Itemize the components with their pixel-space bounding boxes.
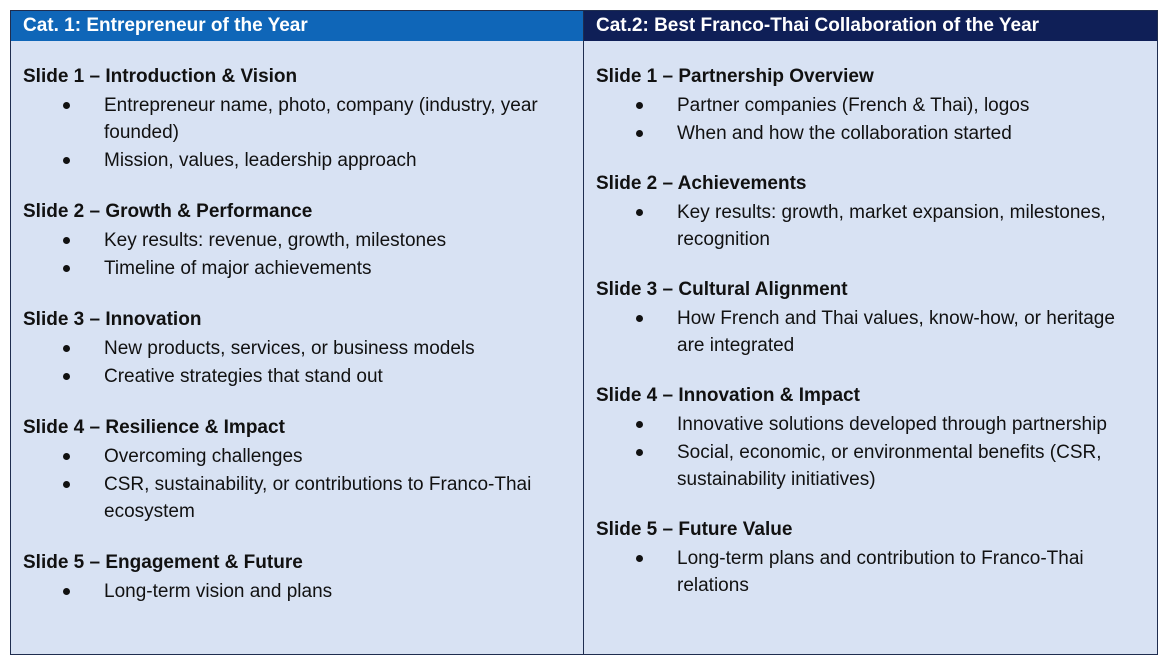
slide-section: Slide 4 – Resilience & Impact Overcoming … (23, 416, 571, 525)
slide-title: Slide 1 – Partnership Overview (596, 66, 874, 87)
bullet-dot-icon (63, 588, 70, 595)
slide-title: Slide 1 – Introduction & Vision (23, 66, 298, 87)
category-1-column: Cat. 1: Entrepreneur of the Year Slide 1… (11, 11, 584, 654)
bullet-list: New products, services, or business mode… (23, 335, 571, 390)
bullet-dot-icon (636, 449, 643, 456)
slide-section: Slide 3 – Innovation New products, servic… (23, 308, 571, 390)
bullet-text: Social, economic, or environmental benef… (677, 442, 1102, 490)
bullet-list: Long-term plans and contribution to Fran… (596, 545, 1145, 599)
bullet-dot-icon (63, 481, 70, 488)
bullet-text: Long-term plans and contribution to Fran… (677, 548, 1084, 596)
category-2-column: Cat.2: Best Franco-Thai Collaboration of… (584, 11, 1157, 654)
bullet-item: Key results: growth, market expansion, m… (596, 199, 1145, 253)
bullet-item: Social, economic, or environmental benef… (596, 439, 1145, 493)
bullet-dot-icon (63, 157, 70, 164)
bullet-list: Long-term vision and plans (23, 578, 571, 605)
bullet-dot-icon (63, 373, 70, 380)
bullet-text: Key results: growth, market expansion, m… (677, 202, 1106, 250)
bullet-dot-icon (636, 555, 643, 562)
bullet-item: When and how the collaboration started (596, 120, 1145, 147)
categories-table: Cat. 1: Entrepreneur of the Year Slide 1… (10, 10, 1158, 655)
slide-title: Slide 5 – Engagement & Future (23, 552, 303, 573)
bullet-item: How French and Thai values, know-how, or… (596, 305, 1145, 359)
bullet-text: How French and Thai values, know-how, or… (677, 308, 1115, 356)
bullet-text: Entrepreneur name, photo, company (indus… (104, 95, 538, 143)
bullet-item: Mission, values, leadership approach (23, 147, 571, 174)
bullet-list: How French and Thai values, know-how, or… (596, 305, 1145, 359)
bullet-text: Partner companies (French & Thai), logos (677, 95, 1030, 116)
bullet-dot-icon (63, 453, 70, 460)
bullet-text: New products, services, or business mode… (104, 338, 475, 359)
bullet-item: Timeline of major achievements (23, 255, 571, 282)
bullet-item: Key results: revenue, growth, milestones (23, 227, 571, 254)
bullet-item: CSR, sustainability, or contributions to… (23, 471, 571, 525)
category-2-header: Cat.2: Best Franco-Thai Collaboration of… (584, 11, 1157, 41)
slide-title: Slide 2 – Achievements (596, 173, 807, 194)
slide-section: Slide 2 – Growth & Performance Key result… (23, 200, 571, 282)
bullet-list: Innovative solutions developed through p… (596, 411, 1145, 493)
slide-section: Slide 3 – Cultural Alignment How French a… (596, 278, 1145, 359)
bullet-list: Key results: revenue, growth, milestones… (23, 227, 571, 282)
slide-title: Slide 2 – Growth & Performance (23, 201, 313, 222)
slide-title: Slide 3 – Innovation (23, 309, 202, 330)
bullet-item: New products, services, or business mode… (23, 335, 571, 362)
bullet-item: Innovative solutions developed through p… (596, 411, 1145, 438)
bullet-dot-icon (63, 237, 70, 244)
category-1-header: Cat. 1: Entrepreneur of the Year (11, 11, 583, 41)
bullet-dot-icon (636, 421, 643, 428)
bullet-item: Entrepreneur name, photo, company (indus… (23, 92, 571, 146)
slide-section: Slide 1 – Introduction & Vision Entrepren… (23, 65, 571, 174)
bullet-text: Creative strategies that stand out (104, 366, 383, 387)
bullet-item: Long-term plans and contribution to Fran… (596, 545, 1145, 599)
bullet-dot-icon (636, 315, 643, 322)
bullet-dot-icon (63, 265, 70, 272)
bullet-text: Key results: revenue, growth, milestones (104, 230, 447, 251)
bullet-text: Mission, values, leadership approach (104, 150, 417, 171)
slide-section: Slide 4 – Innovation & Impact Innovative … (596, 384, 1145, 493)
slide-title: Slide 3 – Cultural Alignment (596, 279, 848, 300)
bullet-text: CSR, sustainability, or contributions to… (104, 474, 532, 522)
bullet-item: Overcoming challenges (23, 443, 571, 470)
bullet-item: Long-term vision and plans (23, 578, 571, 605)
slide-section: Slide 1 – Partnership Overview Partner co… (596, 65, 1145, 147)
bullet-list: Entrepreneur name, photo, company (indus… (23, 92, 571, 174)
bullet-dot-icon (63, 102, 70, 109)
bullet-list: Partner companies (French & Thai), logos… (596, 92, 1145, 147)
bullet-item: Creative strategies that stand out (23, 363, 571, 390)
bullet-dot-icon (636, 130, 643, 137)
slide-title: Slide 5 – Future Value (596, 519, 793, 540)
bullet-text: When and how the collaboration started (677, 123, 1012, 144)
category-2-body: Slide 1 – Partnership Overview Partner co… (584, 41, 1157, 654)
bullet-dot-icon (636, 102, 643, 109)
bullet-text: Overcoming challenges (104, 446, 303, 467)
slide-title: Slide 4 – Innovation & Impact (596, 385, 860, 406)
slide-section: Slide 5 – Engagement & Future Long-term v… (23, 551, 571, 605)
bullet-item: Partner companies (French & Thai), logos (596, 92, 1145, 119)
slide-title: Slide 4 – Resilience & Impact (23, 417, 285, 438)
slide-section: Slide 5 – Future Value Long-term plans an… (596, 518, 1145, 599)
bullet-dot-icon (636, 209, 643, 216)
bullet-dot-icon (63, 345, 70, 352)
slide-section: Slide 2 – Achievements Key results: growt… (596, 172, 1145, 253)
bullet-text: Long-term vision and plans (104, 581, 333, 602)
bullet-list: Overcoming challenges CSR, sustainability… (23, 443, 571, 525)
bullet-text: Innovative solutions developed through p… (677, 414, 1107, 435)
bullet-list: Key results: growth, market expansion, m… (596, 199, 1145, 253)
bullet-text: Timeline of major achievements (104, 258, 372, 279)
category-1-body: Slide 1 – Introduction & Vision Entrepren… (11, 41, 583, 654)
